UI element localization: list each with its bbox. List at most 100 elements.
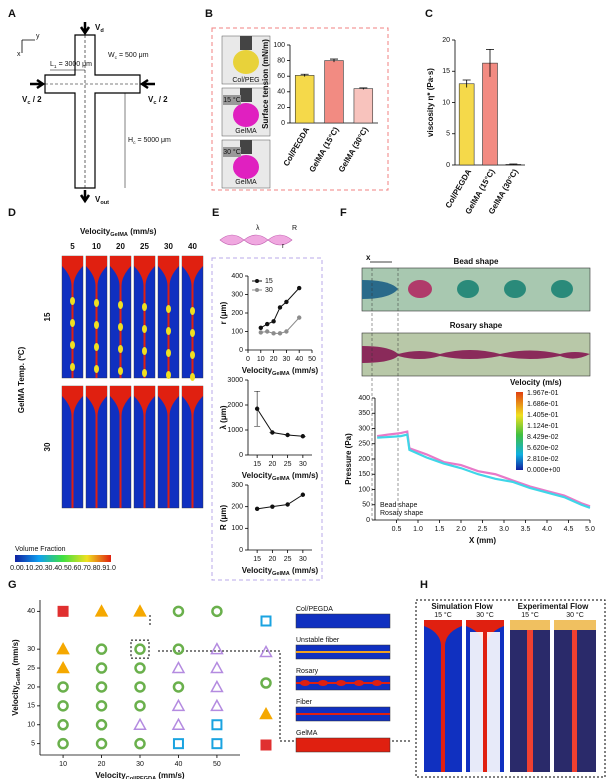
marker	[133, 604, 147, 617]
droplet	[118, 301, 123, 309]
droplet	[70, 297, 75, 305]
marker	[94, 604, 109, 617]
colorbar-tick: 0.9	[97, 565, 107, 572]
label-part: c	[153, 100, 156, 106]
droplet	[94, 321, 99, 329]
x-tick-label: 50	[213, 761, 221, 768]
x-axis-title-part: Velocity	[242, 471, 273, 480]
column-label: 5	[70, 242, 75, 251]
x-tick-label: 30	[136, 761, 144, 768]
panel-letter: A	[8, 8, 16, 20]
droplet	[94, 343, 99, 351]
droplet	[142, 303, 147, 311]
legend-label: 15	[265, 278, 273, 285]
colorbar-tick: 0.1	[20, 565, 30, 572]
colorbar-title: Volume Fraction	[15, 546, 66, 553]
marker	[134, 737, 146, 750]
image-label: 30 °C	[223, 148, 241, 156]
simulation-stream	[158, 256, 179, 378]
point	[277, 305, 283, 310]
y-tick-label: 0	[239, 547, 243, 554]
marker	[56, 660, 70, 674]
x-tick-label: 20	[98, 761, 106, 768]
marker	[134, 662, 146, 674]
marker	[172, 643, 185, 655]
volume-colorbar	[15, 555, 111, 562]
x-tick-label: 2.0	[456, 526, 466, 533]
bar	[353, 88, 374, 124]
y-tick-label: 100	[231, 328, 243, 335]
bar	[458, 83, 475, 166]
droplet	[142, 325, 147, 333]
image-title: Experimental Flow	[518, 602, 589, 611]
y-tick-label: 5	[446, 131, 450, 138]
colorbar-tick: 1.405e-01	[527, 412, 559, 419]
error-bar	[254, 390, 261, 427]
legend-droplet	[318, 680, 328, 686]
panel-title-part: GelMA	[110, 232, 128, 238]
x-tick-label: 20	[270, 356, 278, 363]
colorbar-tick: 1.686e-01	[527, 401, 559, 408]
marker	[95, 700, 108, 712]
legend-image	[295, 613, 391, 629]
y-axis-title: r (μm)	[219, 301, 228, 324]
bar	[482, 62, 498, 166]
y-tick-label: 100	[358, 486, 370, 493]
droplet	[142, 369, 147, 377]
label-part: c	[115, 56, 118, 61]
simulation-stream	[86, 256, 107, 378]
colorbar-tick: 0.0	[10, 565, 20, 572]
legend-label: Col/PEGDA	[296, 606, 333, 613]
point	[265, 329, 270, 334]
label-part: V	[95, 195, 101, 204]
column-label: 30	[164, 242, 173, 251]
x-tick-label: 4.5	[564, 526, 574, 533]
point	[270, 504, 275, 509]
legend-label: Unstable fiber	[296, 637, 340, 644]
label-part: = 3000 μm	[57, 61, 93, 68]
y-tick-label: 300	[231, 482, 243, 489]
axis-title: GelMA Temp. (ºC)	[17, 346, 26, 413]
simulation-stream	[62, 256, 83, 378]
legend-label: GelMA	[296, 730, 318, 737]
droplet	[142, 347, 147, 355]
y-tick-label: 0	[446, 162, 450, 169]
x-tick-label: 30	[299, 556, 307, 563]
y-axis-title-part: GelMA	[16, 668, 22, 686]
highlight-box	[130, 639, 150, 659]
droplet	[190, 329, 195, 337]
colorbar-title: Velocity (m/s)	[510, 378, 562, 387]
simulation-stream	[110, 256, 131, 378]
image-title: Rosary shape	[450, 321, 503, 330]
colorbar-tick: 0.3	[39, 565, 49, 572]
label: Vc / 2	[148, 95, 168, 106]
image-label: Col/PEG	[232, 77, 259, 84]
point	[258, 330, 263, 335]
marker	[210, 679, 224, 693]
legend-droplet	[372, 680, 382, 686]
image-title: Simulation Flow	[431, 602, 493, 611]
error-bar	[300, 73, 309, 77]
droplet	[190, 373, 195, 381]
marker	[95, 737, 108, 750]
legend-image	[295, 737, 391, 753]
panel-letter: G	[8, 579, 17, 591]
data-line	[376, 430, 591, 508]
droplet	[118, 367, 123, 375]
x-tick-label: 15	[253, 461, 261, 468]
droplet	[70, 341, 75, 349]
point	[285, 502, 290, 507]
x-tick-label: 25	[284, 556, 292, 563]
column-label: 20	[116, 242, 125, 251]
x-axis-title-part: GelMA	[272, 476, 290, 482]
y-tick-label: 0	[239, 452, 243, 459]
label: Wc = 500 μm	[108, 52, 149, 61]
x-tick-label: 20	[268, 461, 276, 468]
y-tick-label: 80	[277, 57, 285, 64]
simulation-stream	[110, 386, 131, 508]
y-tick-label: 400	[358, 395, 370, 402]
x-tick-label: 20	[268, 556, 276, 563]
x-axis-title-part: (mm/s)	[290, 366, 319, 375]
droplet	[166, 305, 171, 313]
colorbar-tick: 0.5	[58, 565, 68, 572]
